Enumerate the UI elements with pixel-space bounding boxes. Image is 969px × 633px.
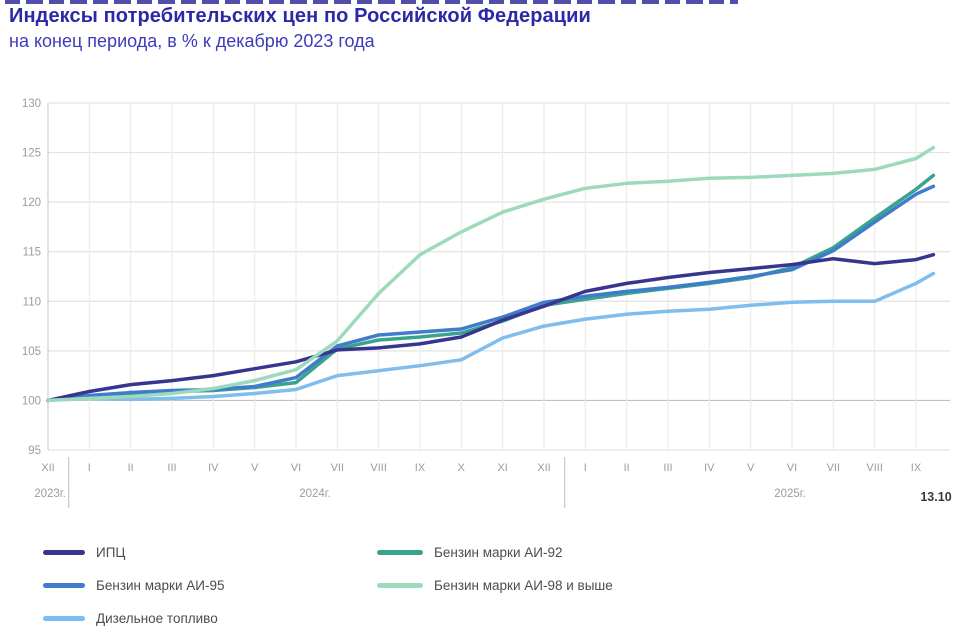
legend-swatch (377, 583, 423, 588)
series-line (46, 145, 936, 403)
series-line (46, 271, 936, 403)
legend-item: Бензин марки АИ-98 и выше (377, 569, 613, 602)
legend-item: ИПЦ (43, 536, 224, 569)
x-tick-label: VIII (866, 462, 883, 474)
legend-item: Бензин марки АИ-95 (43, 569, 224, 602)
legend-label: Бензин марки АИ-95 (96, 578, 225, 593)
x-tick-label: V (747, 462, 755, 474)
legend-column-left: ИПЦ Бензин марки АИ-95 Дизельное топливо (43, 536, 224, 633)
y-axis-labels: 95 100 105 110 115 120 125 130 (22, 98, 41, 457)
y-tick-label: 115 (23, 247, 41, 259)
series-lines (46, 145, 936, 403)
legend-label: ИПЦ (96, 545, 126, 560)
legend-swatch (377, 550, 423, 555)
legend-label: Бензин марки АИ-92 (434, 545, 563, 560)
chart-legend: ИПЦ Бензин марки АИ-95 Дизельное топливо Б… (0, 536, 969, 633)
year-separators (68, 457, 566, 508)
x-tick-label: VIII (370, 462, 387, 474)
x-tick-label: XI (497, 462, 507, 474)
y-tick-label: 105 (22, 346, 41, 358)
x-tick-label: VI (291, 462, 301, 474)
x-tick-label: IX (415, 462, 426, 474)
x-tick-label: VI (787, 462, 797, 474)
legend-column-right: Бензин марки АИ-92 Бензин марки АИ-98 и в… (377, 536, 613, 602)
legend-item: Дизельное топливо (43, 602, 224, 633)
y-tick-label: 120 (22, 197, 41, 209)
clipped-text-artifact (5, 0, 738, 4)
x-tick-label: VII (331, 462, 344, 474)
legend-label: Дизельное топливо (96, 611, 218, 626)
y-tick-label: 100 (22, 395, 41, 407)
x-tick-label: V (251, 462, 259, 474)
legend-swatch (43, 550, 85, 555)
x-tick-label: X (458, 462, 466, 474)
y-tick-label: 110 (23, 296, 41, 308)
year-labels: 2023г. 2024г. 2025г. (34, 488, 806, 500)
year-label: 2025г. (774, 488, 806, 500)
series-line (46, 252, 936, 403)
y-tick-label: 95 (28, 445, 41, 457)
x-tick-label: III (663, 462, 672, 474)
year-label: 2023г. (34, 488, 66, 500)
legend-item: Бензин марки АИ-92 (377, 536, 613, 569)
legend-label: Бензин марки АИ-98 и выше (434, 578, 613, 593)
x-tick-label: III (167, 462, 176, 474)
x-tick-label: II (624, 462, 630, 474)
chart-title: Индексы потребительских цен по Российско… (9, 5, 591, 27)
x-tick-label: I (88, 462, 91, 474)
legend-swatch (43, 583, 85, 588)
x-tick-label: IV (704, 462, 715, 474)
last-observation-date: 13.10 (920, 490, 951, 504)
x-tick-label: XII (537, 462, 550, 474)
x-tick-label: IV (208, 462, 219, 474)
x-axis-labels: XII I II III IV V VI VII VIII IX X XI XII I II III IV V VI… (41, 462, 922, 474)
x-tick-label: I (584, 462, 587, 474)
x-tick-label: IX (911, 462, 922, 474)
y-tick-label: 130 (22, 98, 41, 110)
end-date-label: 13.10 (920, 490, 951, 504)
chart-subtitle: на конец периода, в % к декабрю 2023 год… (9, 31, 375, 51)
x-tick-label: VII (827, 462, 840, 474)
legend-swatch (43, 616, 85, 621)
x-tick-label: II (128, 462, 134, 474)
x-tick-label: XII (41, 462, 54, 474)
year-label: 2024г. (299, 488, 331, 500)
y-tick-label: 125 (22, 148, 41, 160)
series-line (46, 173, 936, 403)
